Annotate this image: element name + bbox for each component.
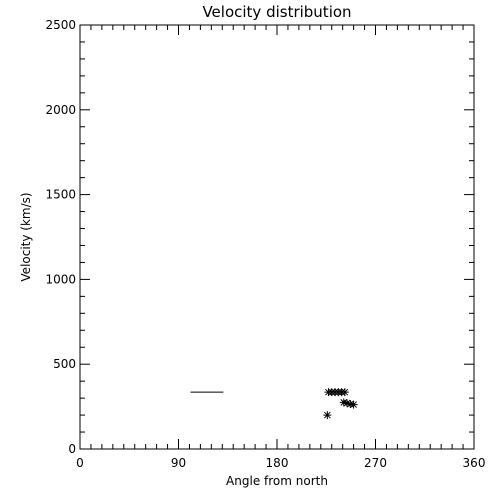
y-axis-label: Velocity (km/s) — [19, 192, 33, 281]
y-tick-label: 1500 — [45, 188, 76, 202]
data-point-asterisk — [339, 398, 348, 407]
data-point-asterisk — [343, 399, 352, 408]
x-tick-label: 180 — [266, 456, 289, 470]
y-tick-label: 0 — [68, 442, 76, 456]
y-tick-label: 2500 — [45, 18, 76, 32]
y-tick-label: 1000 — [45, 272, 76, 286]
tick-labels: 0 90 180 270 360 0 500 1000 1500 2000 2500 — [45, 18, 485, 470]
chart-title: Velocity distribution — [202, 3, 351, 21]
x-tick-label: 270 — [364, 456, 387, 470]
data-point-asterisk — [346, 400, 355, 409]
data-point-asterisk — [340, 388, 349, 397]
plot-frame — [79, 24, 475, 450]
x-axis-label: Angle from north — [226, 474, 328, 488]
x-tick-label: 0 — [76, 456, 84, 470]
data-point-asterisk — [323, 411, 332, 420]
x-tick-label: 90 — [171, 456, 186, 470]
data-series — [190, 388, 358, 420]
y-tick-label: 2000 — [45, 103, 76, 117]
data-point-asterisk — [349, 400, 358, 409]
x-tick-label: 360 — [463, 456, 486, 470]
y-tick-label: 500 — [53, 357, 76, 371]
